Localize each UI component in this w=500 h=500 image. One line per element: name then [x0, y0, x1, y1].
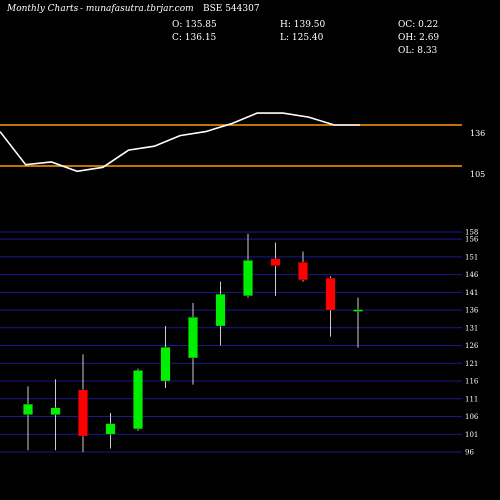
price-tick-label: 121	[465, 360, 478, 368]
candle-body	[133, 370, 143, 430]
candle-body	[105, 423, 116, 435]
symbol-label: BSE 544307	[203, 4, 260, 14]
candle-body	[215, 293, 226, 327]
candle-body	[353, 309, 363, 312]
indicator-tick-label: 105	[470, 170, 485, 179]
price-tick-label: 111	[465, 395, 478, 403]
low-value: L: 125.40	[280, 33, 324, 43]
price-tick-label: 116	[465, 378, 479, 386]
price-tick-label: 126	[465, 342, 479, 350]
price-tick-label: 106	[465, 413, 479, 421]
high-value: H: 139.50	[280, 20, 326, 30]
candle-body	[78, 389, 88, 437]
indicator-line	[0, 112, 360, 173]
price-tick-label: 158	[465, 229, 478, 237]
candle-body	[243, 260, 253, 297]
price-tick-label: 146	[465, 271, 479, 279]
oc-value: OC: 0.22	[398, 20, 439, 30]
price-tick-label: 151	[465, 253, 478, 261]
candle-body	[23, 403, 33, 415]
price-tick-label: 101	[465, 431, 478, 439]
price-tick-label: 136	[465, 307, 479, 315]
indicator-tick-label: 136	[470, 129, 485, 138]
ol-value: OL: 8.33	[398, 46, 438, 56]
candle-body	[270, 258, 281, 266]
close-value: C: 136.15	[172, 33, 217, 43]
price-tick-label: 141	[465, 289, 478, 297]
candle-body	[160, 347, 171, 382]
candle-body	[50, 407, 61, 415]
candle-body	[325, 277, 336, 311]
candle-body	[188, 317, 198, 359]
price-tick-label: 131	[465, 324, 478, 332]
price-tick-label: 96	[465, 449, 474, 457]
open-value: O: 135.85	[172, 20, 217, 30]
candle-body	[298, 262, 308, 281]
oh-value: OH: 2.69	[398, 33, 440, 43]
price-tick-label: 156	[465, 236, 479, 244]
brand-label: Monthly Charts	[7, 4, 79, 14]
site-label: - munafasutra.tbrjar.com	[80, 4, 194, 14]
